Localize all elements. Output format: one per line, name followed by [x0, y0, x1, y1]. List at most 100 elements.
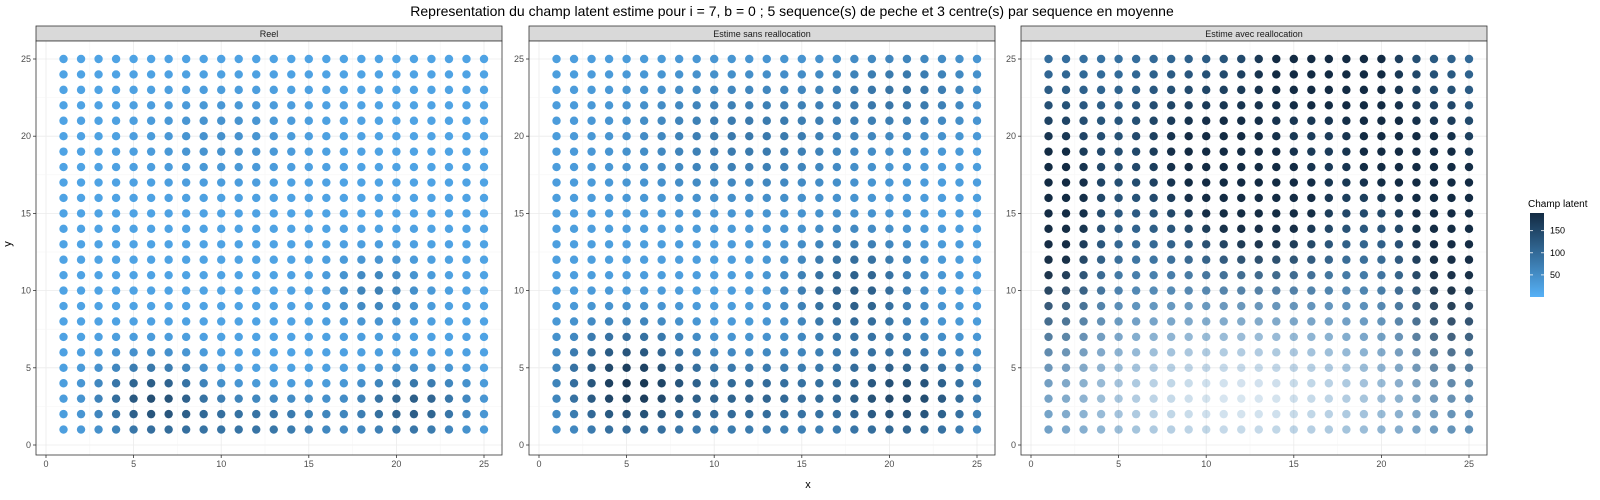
- data-point: [252, 116, 261, 125]
- panel-border: [35, 40, 503, 456]
- data-point: [479, 193, 489, 203]
- x-tick-label: 5: [1116, 459, 1121, 469]
- data-point: [1044, 348, 1053, 357]
- data-point: [252, 162, 261, 172]
- data-point: [622, 240, 631, 249]
- data-point: [1114, 255, 1123, 264]
- data-point: [674, 116, 684, 125]
- data-point: [937, 379, 947, 388]
- data-point: [1394, 425, 1404, 434]
- data-point: [710, 193, 719, 203]
- data-point: [745, 348, 754, 357]
- data-point: [1394, 193, 1404, 203]
- data-point: [392, 394, 401, 403]
- data-point: [409, 379, 419, 388]
- data-point: [1114, 209, 1123, 218]
- data-point: [462, 363, 471, 372]
- data-point: [1254, 224, 1263, 234]
- data-point: [1447, 147, 1456, 156]
- data-point: [1096, 224, 1106, 234]
- data-point: [1412, 425, 1421, 434]
- data-point: [902, 209, 912, 218]
- data-point: [1254, 209, 1263, 218]
- data-point: [815, 162, 824, 172]
- data-point: [832, 270, 842, 280]
- data-point: [1359, 85, 1369, 95]
- data-point: [444, 286, 454, 295]
- data-point: [479, 332, 489, 342]
- data-point: [1412, 348, 1421, 357]
- data-point: [797, 255, 806, 264]
- data-point: [762, 162, 771, 172]
- data-point: [269, 270, 278, 280]
- data-point: [479, 116, 489, 125]
- data-point: [937, 317, 947, 326]
- data-point: [234, 363, 243, 372]
- data-point: [937, 224, 947, 234]
- data-point: [762, 240, 771, 249]
- data-point: [1237, 116, 1246, 125]
- data-point: [1394, 332, 1404, 342]
- data-point: [622, 425, 631, 434]
- data-point: [111, 85, 121, 95]
- data-point: [1149, 162, 1158, 172]
- data-point: [1044, 240, 1053, 249]
- data-point: [1149, 409, 1158, 419]
- data-point: [902, 193, 912, 203]
- data-point: [797, 209, 806, 218]
- data-point: [1166, 54, 1176, 64]
- data-point: [552, 332, 561, 342]
- data-point: [1289, 363, 1299, 372]
- data-point: [76, 409, 86, 419]
- data-point: [622, 409, 631, 419]
- data-point: [1219, 147, 1228, 156]
- data-point: [587, 332, 596, 342]
- data-point: [639, 270, 649, 280]
- data-point: [1429, 363, 1439, 372]
- data-point: [832, 379, 842, 388]
- data-point: [59, 332, 68, 342]
- data-point: [217, 363, 226, 372]
- data-point: [1079, 147, 1088, 156]
- data-point: [710, 425, 719, 434]
- data-point: [657, 379, 666, 388]
- data-point: [972, 209, 982, 218]
- data-point: [1254, 394, 1263, 403]
- data-point: [569, 132, 579, 141]
- data-point: [217, 147, 226, 156]
- data-point: [902, 286, 912, 295]
- data-point: [252, 363, 261, 372]
- data-point: [479, 162, 489, 172]
- data-point: [902, 54, 912, 64]
- data-point: [252, 255, 261, 264]
- data-point: [937, 394, 947, 403]
- data-point: [392, 255, 401, 264]
- data-point: [850, 409, 859, 419]
- data-point: [657, 209, 666, 218]
- data-point: [587, 270, 596, 280]
- data-point: [1079, 409, 1088, 419]
- data-point: [727, 348, 736, 357]
- data-point: [357, 101, 366, 110]
- data-point: [552, 425, 561, 434]
- data-point: [710, 85, 719, 95]
- data-point: [252, 394, 261, 403]
- data-point: [409, 348, 419, 357]
- data-point: [164, 209, 173, 218]
- data-point: [902, 116, 912, 125]
- data-point: [710, 409, 719, 419]
- data-point: [850, 301, 859, 311]
- data-point: [902, 255, 912, 264]
- data-point: [815, 348, 824, 357]
- data-point: [129, 116, 138, 125]
- data-point: [1342, 425, 1351, 434]
- data-point: [76, 270, 86, 280]
- data-point: [1429, 270, 1439, 280]
- data-point: [94, 116, 103, 125]
- data-point: [94, 379, 103, 388]
- data-point: [604, 85, 614, 95]
- data-point: [1307, 240, 1316, 249]
- data-point: [762, 101, 771, 110]
- data-point: [1342, 363, 1351, 372]
